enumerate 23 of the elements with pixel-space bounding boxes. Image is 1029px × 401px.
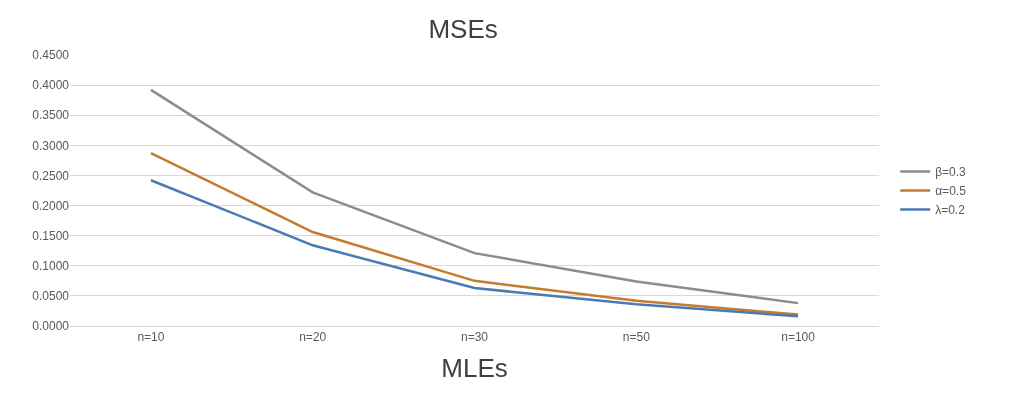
y-tick-label: 0.2500 (32, 168, 70, 183)
legend-label: λ=0.2 (935, 203, 966, 218)
line-series (149, 151, 800, 316)
y-tick-label: 0.1000 (32, 258, 70, 273)
x-axis-title: MLEs (441, 353, 508, 384)
y-tick-label: 0.0000 (32, 319, 70, 334)
legend-label: β=0.3 (935, 165, 967, 180)
line-series (149, 179, 800, 318)
y-tick-label: 0.0500 (32, 289, 70, 304)
x-tick-label: n=100 (781, 330, 816, 345)
chart-title: MSEs (428, 14, 498, 45)
y-tick-label: 0.1500 (32, 228, 70, 243)
x-tick-label: n=10 (137, 330, 165, 345)
x-tick-label: n=20 (299, 330, 327, 345)
y-tick-label: 0.4000 (32, 78, 70, 93)
line-series (149, 88, 800, 305)
y-tick-label: 0.3500 (32, 108, 70, 123)
x-tick-label: n=50 (622, 330, 651, 345)
legend-label: α=0.5 (935, 184, 967, 199)
x-tick-label: n=30 (460, 330, 489, 345)
y-tick-label: 0.2000 (32, 198, 70, 213)
y-tick-label: 0.3000 (32, 138, 70, 153)
y-tick-label: 0.4500 (32, 48, 70, 63)
